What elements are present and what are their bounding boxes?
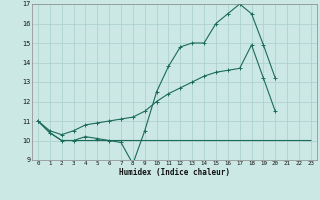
X-axis label: Humidex (Indice chaleur): Humidex (Indice chaleur)	[119, 168, 230, 177]
